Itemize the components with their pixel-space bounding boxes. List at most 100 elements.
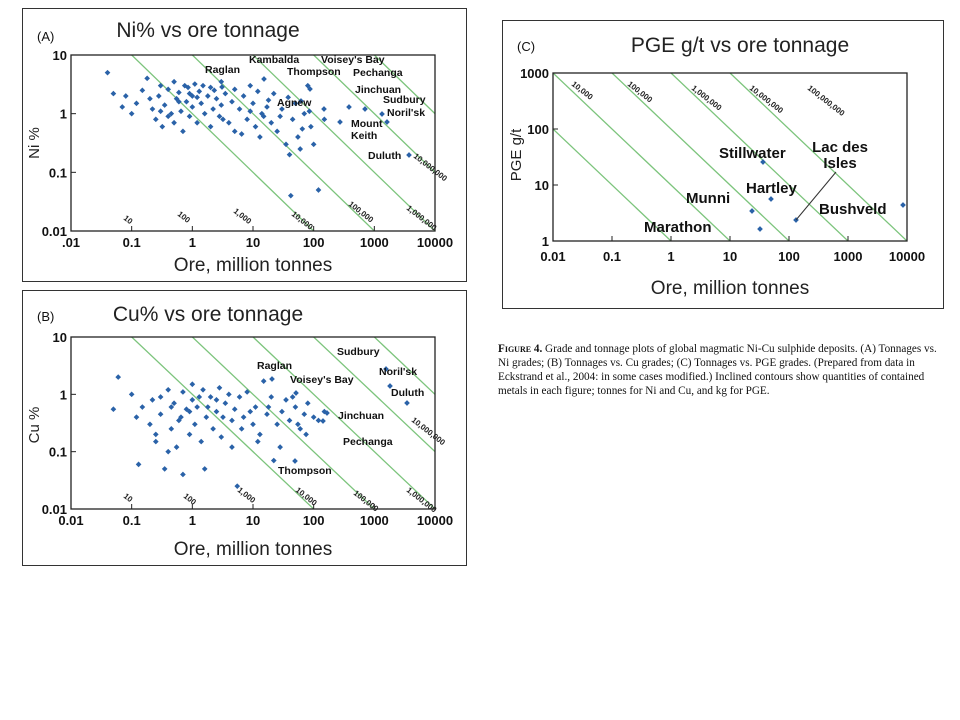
panel-c-contour-label: 10,000,000 — [748, 83, 786, 115]
panel-b-data-point — [135, 461, 142, 468]
panel-a-data-point — [270, 90, 277, 97]
panel-b-data-point — [192, 421, 198, 428]
panel-b-named-point — [320, 418, 326, 424]
panel-b-data-point — [128, 391, 135, 398]
panel-b-data-point — [213, 408, 220, 415]
panel-b-data-point — [218, 434, 225, 440]
panel-a-y-tick-label: 0.01 — [42, 224, 67, 239]
panel-b-data-point — [286, 417, 293, 424]
panel-a-data-point — [220, 116, 226, 123]
panel-b-data-point — [270, 457, 277, 464]
panel-a-x-tick-label: 1000 — [360, 235, 389, 250]
panel-a-data-point — [283, 141, 289, 148]
panel-a-data-point — [226, 119, 232, 126]
panel-b-named-point — [383, 366, 389, 372]
panel-a-ni-chart: 10 100 1,000 10,000 100,000 1,000,000 10,000,0… — [22, 8, 467, 282]
panel-c-leader-line — [795, 171, 837, 221]
panel-b-contour-label: 1,000,000 — [405, 485, 439, 514]
panel-a-contour-label: 10,000,000 — [412, 151, 450, 183]
panel-a-data-point — [310, 141, 317, 148]
panel-a-data-point — [254, 88, 261, 95]
panel-b-data-point — [147, 421, 153, 428]
panel-a-y-tick-label: 0.1 — [49, 165, 67, 180]
panel-b-data-point — [240, 414, 247, 420]
panel-c-chart-title: PGE g/t vs ore tonnage — [631, 34, 849, 57]
panel-c-pge-chart: 10,000 100,000 1,000,000 10,000,000 100,000,… — [502, 20, 944, 309]
panel-b-named-point — [404, 400, 410, 406]
panel-a-data-point — [265, 97, 272, 103]
panel-a-x-axis-label: Ore, million tonnes — [174, 255, 332, 276]
panel-b-data-point — [194, 404, 200, 410]
panel-b-data-point — [220, 414, 226, 420]
panel-c-contour-line — [553, 73, 731, 241]
panel-b-data-point — [252, 404, 259, 410]
panel-c-x-tick-label: 1 — [667, 249, 674, 264]
panel-c-deposit-label: Lac des — [812, 139, 868, 156]
panel-a-data-point — [157, 82, 164, 89]
panel-a-deposit-label: Raglan — [205, 64, 240, 76]
panel-b-x-tick-label: 0.01 — [58, 513, 83, 528]
panel-b-data-point — [247, 408, 254, 415]
panel-a-data-point — [207, 123, 214, 130]
panel-b-data-point — [178, 414, 184, 420]
panel-b-data-point — [165, 386, 172, 393]
panel-a-data-point — [194, 94, 200, 101]
panel-b-panel-label: (B) — [37, 309, 54, 324]
panel-a-data-point — [186, 113, 193, 120]
panel-a-data-point — [260, 113, 267, 120]
panel-a-contour-label: 10 — [122, 213, 135, 226]
panel-a-data-point — [231, 128, 238, 135]
panel-b-deposit-label: Thompson — [278, 465, 332, 477]
panel-a-data-point — [155, 93, 162, 99]
panel-b-data-point — [310, 414, 317, 420]
panel-c-y-tick-label: 10 — [535, 178, 549, 193]
panel-a-data-point — [274, 128, 280, 135]
panel-b-data-point — [157, 394, 164, 400]
panel-c-x-tick-label: 10 — [723, 249, 737, 264]
panel-c-deposit-label: Munni — [686, 190, 730, 207]
panel-a-data-point — [128, 110, 135, 117]
panel-a-data-point — [247, 82, 254, 89]
panel-b-y-tick-label: 1 — [60, 387, 67, 402]
panel-a-named-point — [337, 119, 343, 125]
panel-a-data-point — [201, 110, 208, 117]
panel-b-data-point — [152, 431, 159, 438]
panel-a-deposit-label: Thompson — [287, 66, 341, 78]
panel-b-named-point — [293, 390, 299, 396]
panel-a-deposit-label: Jinchuan — [355, 84, 401, 96]
panel-c-y-tick-label: 1 — [542, 234, 549, 249]
panel-a-data-point — [218, 102, 225, 108]
panel-a-data-point — [295, 134, 301, 140]
panel-b-data-point — [180, 471, 186, 478]
panel-a-data-point — [236, 106, 243, 112]
panel-b-x-tick-label: 10 — [246, 513, 260, 528]
panel-a-data-point — [194, 119, 200, 126]
panel-c-contour-label: 10,000 — [570, 79, 595, 101]
panel-b-data-point — [201, 466, 208, 472]
panel-a-x-tick-label: 1 — [189, 235, 196, 250]
panel-b-data-point — [204, 404, 211, 410]
panel-a-data-point — [152, 116, 159, 123]
panel-c-deposit-label: Isles — [823, 155, 856, 172]
panel-b-deposit-label: Raglan — [257, 360, 292, 372]
panel-a-contours — [130, 55, 435, 231]
panel-b-data-point — [213, 397, 220, 403]
panel-b-data-point — [254, 438, 261, 445]
panel-a-x-tick-label: .01 — [62, 235, 80, 250]
panel-b-data-point — [303, 431, 309, 438]
panel-b-data-point — [238, 426, 245, 432]
panel-a-named-point — [321, 106, 327, 112]
panel-a-data-point — [139, 87, 146, 94]
panel-a-named-point — [406, 152, 412, 158]
panel-b-data-point — [301, 411, 308, 418]
panel-b-data-point — [260, 378, 267, 384]
panel-c-deposit-label: Hartley — [746, 180, 798, 197]
panel-a-named-point — [346, 104, 352, 110]
panel-c-y-tick-label: 1000 — [520, 66, 549, 81]
panel-c-x-tick-label: 1000 — [834, 249, 863, 264]
panel-a-deposit-label: Keith — [351, 130, 377, 142]
panel-c-contour-line — [729, 73, 907, 241]
panel-b-deposit-label: Duluth — [391, 387, 424, 399]
panel-c-named-point — [757, 226, 763, 232]
panel-b-data-point — [189, 397, 196, 403]
